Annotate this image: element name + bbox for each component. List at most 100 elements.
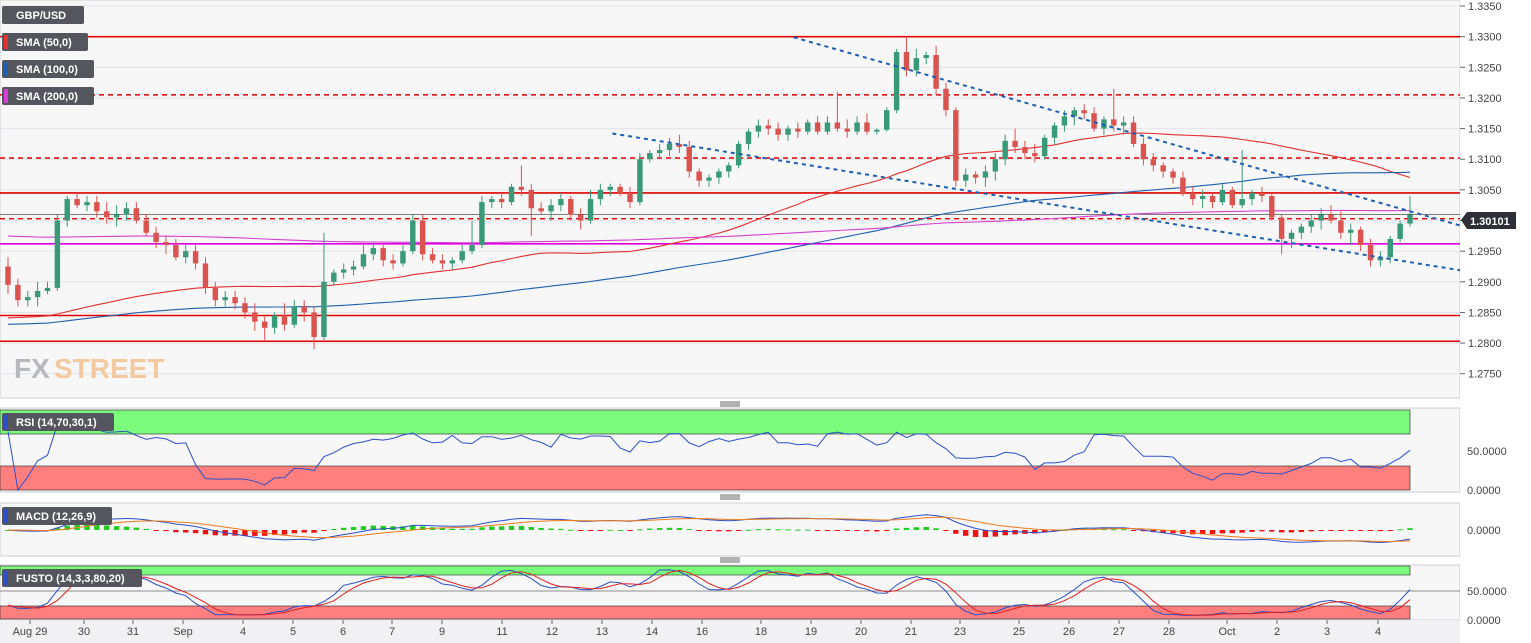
macd-bar [814, 530, 821, 531]
candle-down [192, 251, 199, 264]
candle-up [410, 220, 416, 252]
candle-down [1170, 171, 1176, 178]
candle-up [992, 159, 999, 172]
candle-up [469, 245, 475, 252]
macd-bar [400, 526, 406, 530]
candle-up [706, 177, 712, 181]
candle-down [834, 122, 841, 129]
macd-bar [212, 530, 219, 536]
macd-bar [548, 528, 554, 530]
logo-fx: FX [14, 353, 50, 384]
price-tick-label: 1.2750 [1468, 369, 1502, 381]
panel-resize-handle[interactable] [720, 557, 740, 563]
price-tick-label: 1.2950 [1468, 246, 1502, 258]
candle-down [518, 186, 525, 190]
candle-down [153, 232, 159, 242]
macd-bar [1377, 530, 1384, 532]
candle-down [903, 51, 910, 71]
candle-down [439, 260, 446, 264]
macd-bar [676, 527, 683, 530]
fusto-overbought-zone [0, 565, 1411, 576]
candle-down [1229, 189, 1235, 206]
candle-up [25, 297, 31, 301]
macd-bar [647, 528, 653, 530]
candle-up [1061, 116, 1068, 126]
candle-down [94, 202, 100, 212]
time-tick-label: 27 [1113, 626, 1125, 638]
macd-bar [538, 527, 544, 530]
macd-tick-0: 0.0000 [1467, 525, 1501, 537]
candle-down [1259, 192, 1265, 196]
macd-bar [498, 526, 505, 530]
candle-up [716, 171, 722, 178]
macd-bar [340, 527, 347, 530]
macd-bar [183, 530, 189, 533]
candle-up [1002, 140, 1008, 160]
macd-bar [439, 528, 446, 530]
time-tick-label: 7 [389, 626, 395, 638]
panel-resize-handle[interactable] [720, 401, 740, 407]
candle-down [1328, 214, 1334, 221]
macd-bar [755, 529, 762, 531]
time-tick-label: 12 [546, 626, 558, 638]
candle-up [745, 131, 752, 144]
time-tick-label: 16 [696, 626, 708, 638]
macd-bar [1387, 530, 1393, 531]
macd-bar [854, 530, 860, 531]
rsi-tick-50: 50.0000 [1467, 446, 1507, 458]
time-tick-label: 30 [78, 626, 90, 638]
macd-bar [735, 530, 742, 531]
trendline [612, 132, 1461, 272]
price-tick-label: 1.3350 [1468, 1, 1502, 13]
candle-down [1209, 195, 1216, 203]
candle-up [1308, 220, 1314, 227]
macd-bar [1199, 530, 1206, 535]
candle-down [814, 122, 821, 132]
candle-up [321, 281, 327, 337]
macd-bar [94, 524, 100, 530]
time-tick-label: 14 [646, 626, 658, 638]
price-tick-label: 1.3200 [1468, 93, 1502, 105]
candle-down [1278, 217, 1285, 239]
macd-bar [380, 525, 386, 530]
candle-down [528, 189, 534, 209]
macd-bar [745, 529, 752, 531]
svg-text:1.30101: 1.30101 [1470, 216, 1510, 228]
candle-down [844, 128, 850, 132]
price-tick-label: 1.3250 [1468, 62, 1502, 74]
horizontal-levels [0, 35, 1460, 343]
macd-bar [173, 530, 179, 533]
macd-bar [923, 526, 929, 530]
macd-bar [785, 529, 791, 531]
panel-resize-handle[interactable] [720, 494, 740, 500]
macd-bar [597, 530, 604, 531]
macd-bar [291, 530, 298, 534]
candle-down [568, 199, 574, 215]
candle-up [1041, 137, 1048, 157]
macd-bar [113, 526, 120, 530]
time-tick-label: 20 [855, 626, 867, 638]
candle-up [370, 248, 377, 255]
macd-bar [577, 530, 584, 531]
macd-bar [666, 527, 673, 530]
candle-up [271, 315, 278, 328]
macd-bar [1041, 530, 1048, 533]
macd-panel: MACD (12,26,9) [2, 507, 1413, 544]
svg-text:GBP/USD: GBP/USD [16, 10, 66, 22]
macd-bar [1239, 530, 1245, 533]
candle-up [64, 199, 70, 221]
macd-bar [1160, 530, 1166, 533]
candle-down [617, 186, 623, 193]
macd-bar [1278, 530, 1285, 533]
macd-bar [350, 526, 357, 530]
candle-down [301, 306, 307, 313]
macd-bar [1130, 530, 1137, 531]
candle-down [538, 208, 544, 212]
time-tick-label: 13 [596, 626, 608, 638]
candle-down [627, 192, 633, 203]
price-tick-label: 1.3100 [1468, 154, 1502, 166]
candle-down [1150, 159, 1157, 166]
candle-down [1160, 165, 1166, 172]
candle-up [597, 189, 604, 200]
macd-bar [864, 530, 870, 532]
